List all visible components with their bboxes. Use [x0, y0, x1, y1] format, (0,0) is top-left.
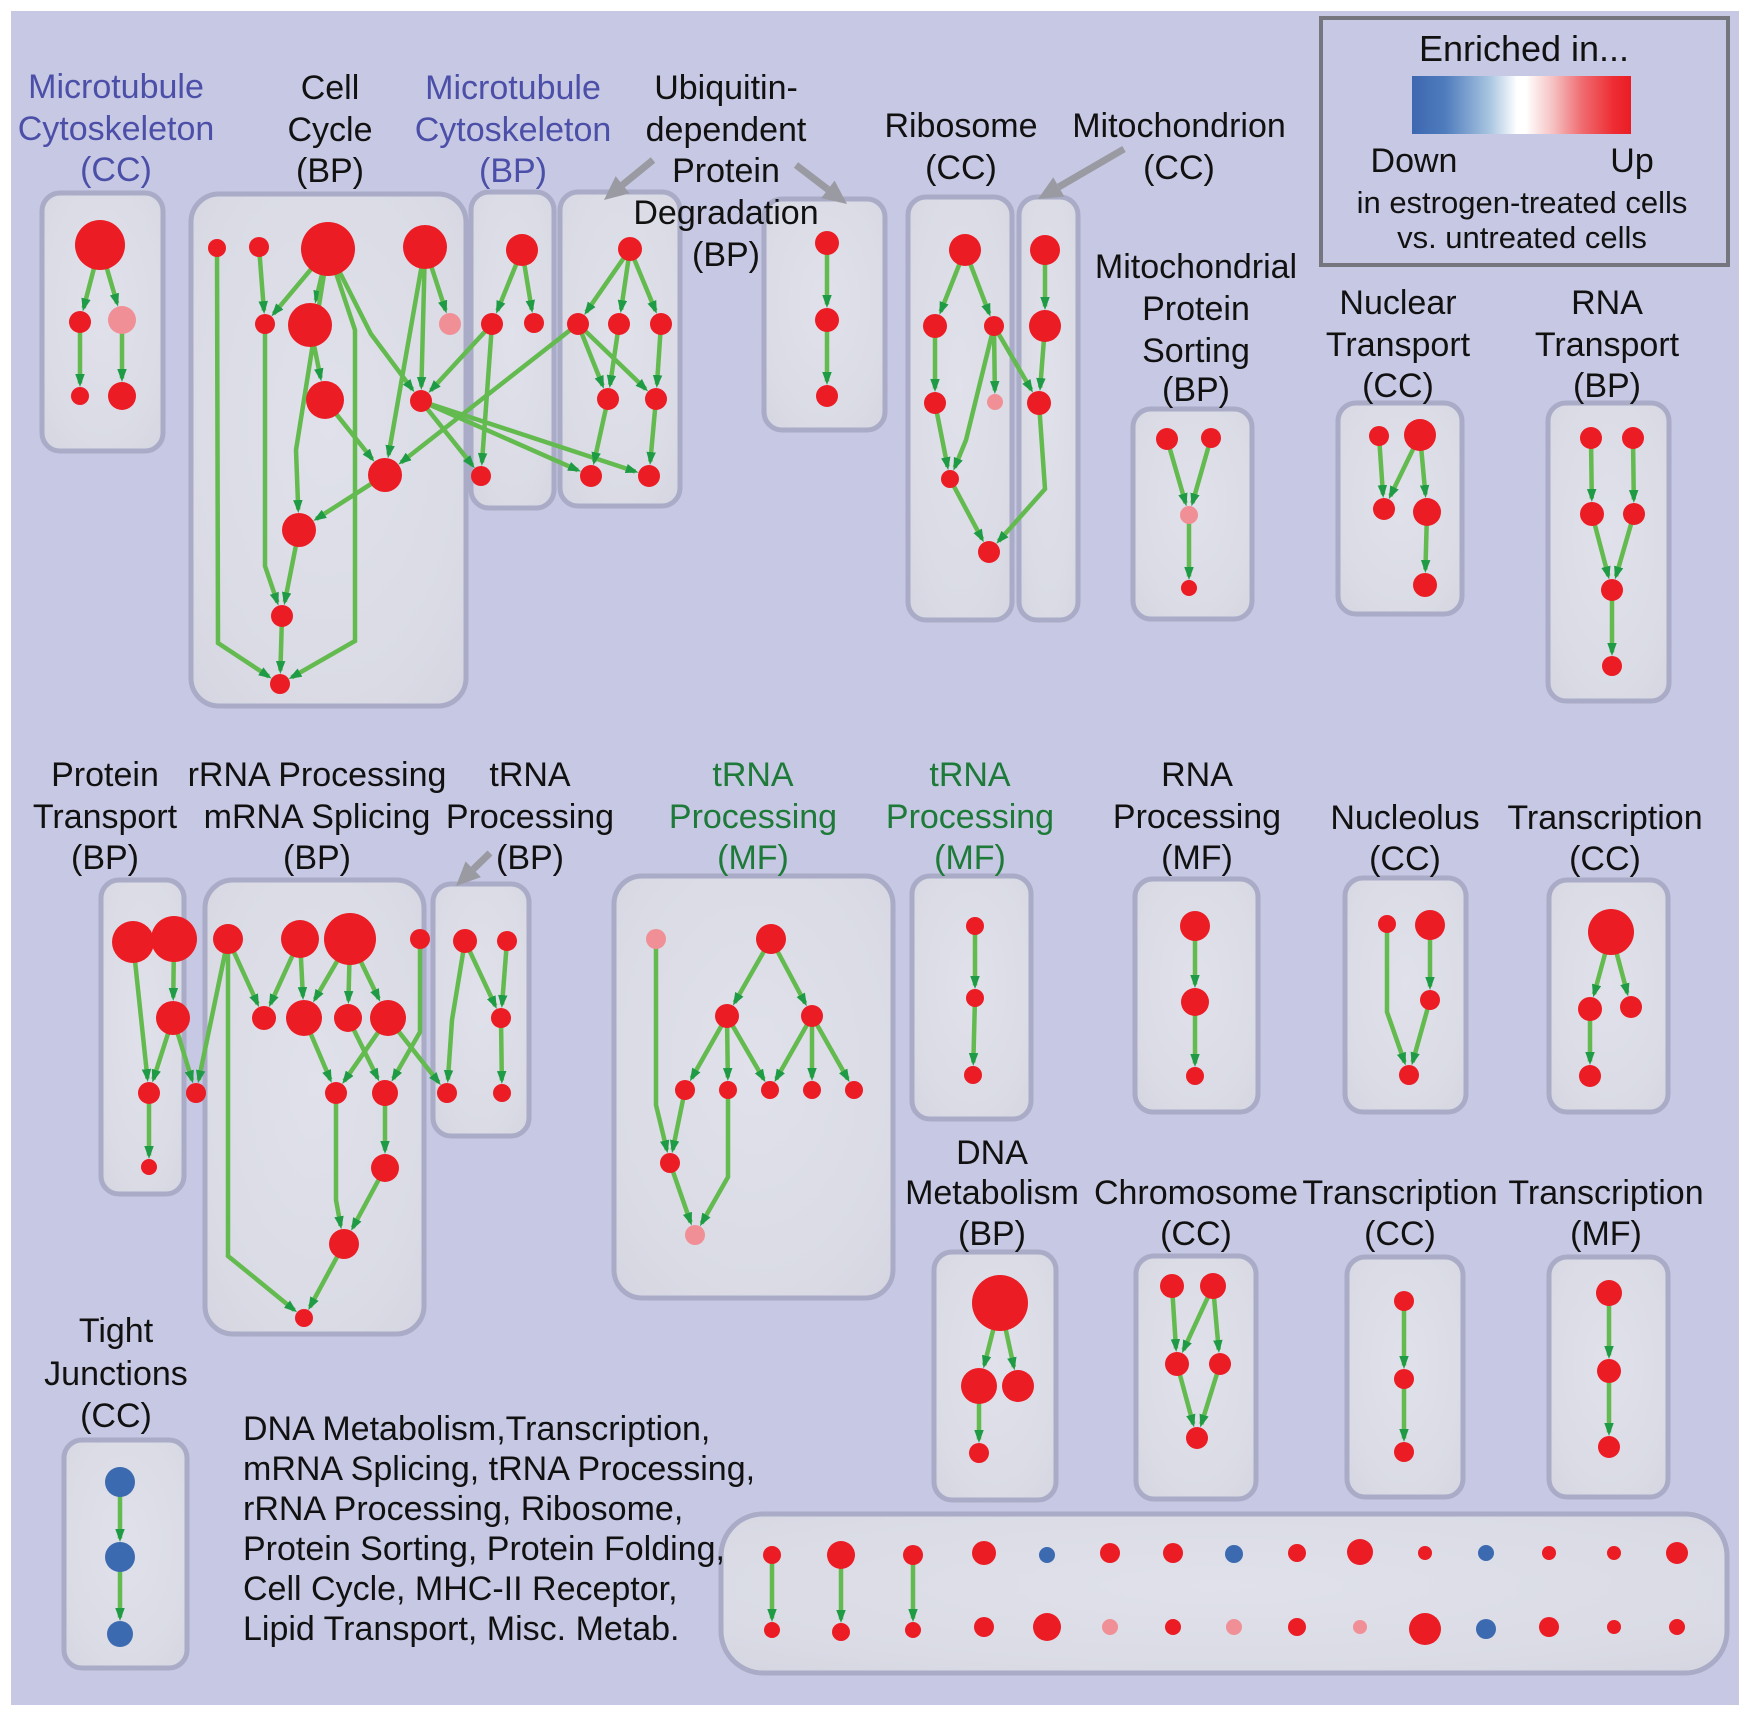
svg-text:Processing: Processing: [886, 798, 1054, 836]
svg-text:(CC): (CC): [80, 151, 152, 189]
svg-text:mRNA Splicing: mRNA Splicing: [204, 798, 431, 836]
svg-text:(CC): (CC): [1143, 149, 1215, 187]
svg-text:RNA: RNA: [1571, 284, 1643, 322]
svg-text:rRNA Processing: rRNA Processing: [188, 756, 447, 794]
svg-text:(BP): (BP): [1573, 367, 1641, 405]
svg-text:(MF): (MF): [717, 839, 789, 877]
svg-text:(BP): (BP): [1162, 371, 1230, 409]
svg-text:(CC): (CC): [1160, 1215, 1232, 1253]
svg-text:tRNA: tRNA: [712, 756, 794, 794]
svg-text:tRNA: tRNA: [489, 756, 571, 794]
svg-text:Mitochondrion: Mitochondrion: [1072, 107, 1286, 145]
svg-text:Transport: Transport: [1326, 326, 1471, 364]
svg-text:Processing: Processing: [446, 798, 614, 836]
svg-text:(MF): (MF): [934, 839, 1006, 877]
svg-text:Transcription: Transcription: [1508, 1174, 1703, 1212]
svg-text:in estrogen-treated cells: in estrogen-treated cells: [1357, 185, 1688, 220]
svg-text:Transcription: Transcription: [1507, 799, 1702, 837]
svg-text:Microtubule: Microtubule: [28, 68, 204, 106]
svg-text:Ribosome: Ribosome: [884, 107, 1037, 145]
svg-text:Processing: Processing: [1113, 798, 1281, 836]
svg-text:Cytoskeleton: Cytoskeleton: [415, 111, 612, 149]
svg-text:Ubiquitin-: Ubiquitin-: [654, 69, 798, 107]
svg-text:Nucleolus: Nucleolus: [1330, 799, 1479, 837]
svg-text:Cell Cycle, MHC-II Receptor,: Cell Cycle, MHC-II Receptor,: [243, 1570, 678, 1608]
svg-text:(BP): (BP): [692, 236, 760, 274]
svg-text:Enriched in...: Enriched in...: [1419, 28, 1629, 69]
svg-text:(CC): (CC): [80, 1397, 152, 1435]
svg-text:(BP): (BP): [958, 1215, 1026, 1253]
svg-text:(BP): (BP): [71, 839, 139, 877]
svg-text:Lipid Transport, Misc. Metab.: Lipid Transport, Misc. Metab.: [243, 1610, 680, 1648]
svg-text:dependent: dependent: [646, 111, 807, 149]
svg-text:(BP): (BP): [296, 152, 364, 190]
svg-text:Processing: Processing: [669, 798, 837, 836]
svg-text:Protein Sorting, Protein Foldi: Protein Sorting, Protein Folding,: [243, 1530, 725, 1568]
svg-text:Nuclear: Nuclear: [1339, 284, 1456, 322]
svg-text:(CC): (CC): [1569, 840, 1641, 878]
svg-text:Degradation: Degradation: [633, 194, 818, 232]
svg-text:Chromosome: Chromosome: [1094, 1174, 1298, 1212]
svg-text:Junctions: Junctions: [44, 1355, 188, 1393]
svg-text:rRNA Processing, Ribosome,: rRNA Processing, Ribosome,: [243, 1490, 683, 1528]
svg-text:(CC): (CC): [1364, 1215, 1436, 1253]
svg-text:RNA: RNA: [1161, 756, 1233, 794]
svg-text:vs. untreated cells: vs. untreated cells: [1397, 220, 1647, 255]
svg-text:DNA: DNA: [956, 1134, 1028, 1172]
svg-text:Transcription: Transcription: [1302, 1174, 1497, 1212]
svg-text:DNA Metabolism,Transcription,: DNA Metabolism,Transcription,: [243, 1410, 710, 1448]
svg-text:Mitochondrial: Mitochondrial: [1095, 248, 1297, 286]
svg-text:(MF): (MF): [1161, 839, 1233, 877]
svg-text:Protein: Protein: [1142, 290, 1250, 328]
svg-text:(BP): (BP): [496, 839, 564, 877]
svg-text:Down: Down: [1371, 142, 1458, 180]
svg-text:(CC): (CC): [1369, 840, 1441, 878]
svg-text:Metabolism: Metabolism: [905, 1174, 1079, 1212]
svg-text:(BP): (BP): [283, 839, 351, 877]
svg-text:(CC): (CC): [1362, 367, 1434, 405]
svg-text:Protein: Protein: [672, 152, 780, 190]
svg-text:Sorting: Sorting: [1142, 332, 1250, 370]
svg-text:tRNA: tRNA: [929, 756, 1011, 794]
svg-text:(CC): (CC): [925, 149, 997, 187]
svg-text:Tight: Tight: [79, 1312, 154, 1350]
svg-text:(MF): (MF): [1570, 1215, 1642, 1253]
svg-text:(BP): (BP): [479, 152, 547, 190]
svg-text:Cytoskeleton: Cytoskeleton: [18, 110, 215, 148]
svg-text:Cycle: Cycle: [287, 111, 372, 149]
svg-text:Microtubule: Microtubule: [425, 69, 601, 107]
svg-text:Transport: Transport: [1535, 326, 1680, 364]
svg-text:Cell: Cell: [301, 69, 360, 107]
svg-text:Protein: Protein: [51, 756, 159, 794]
svg-text:mRNA Splicing, tRNA Processing: mRNA Splicing, tRNA Processing,: [243, 1450, 755, 1488]
svg-text:Up: Up: [1610, 142, 1653, 180]
svg-text:Transport: Transport: [33, 798, 178, 836]
